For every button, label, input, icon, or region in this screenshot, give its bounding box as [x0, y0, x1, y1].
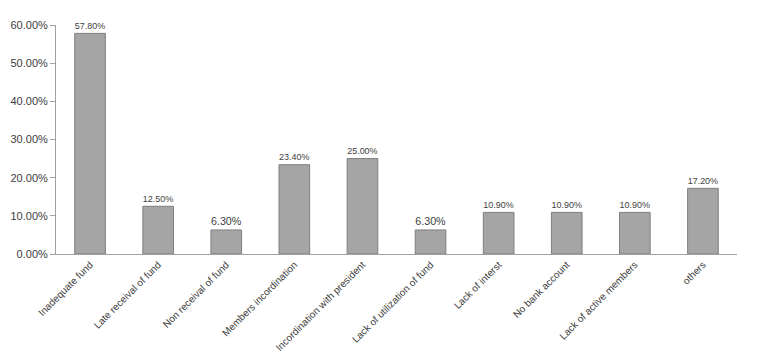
svg-text:Lack of active members: Lack of active members [557, 259, 639, 341]
svg-text:No bank account: No bank account [511, 259, 572, 320]
svg-text:10.90%: 10.90% [620, 200, 650, 210]
svg-text:12.50%: 12.50% [143, 194, 173, 204]
svg-text:20.00%: 20.00% [10, 172, 48, 184]
svg-text:30.00%: 30.00% [10, 133, 48, 145]
svg-text:Incordination with president: Incordination with president [274, 259, 368, 353]
svg-text:40.00%: 40.00% [10, 95, 48, 107]
svg-text:others: others [680, 259, 707, 286]
svg-text:6.30%: 6.30% [415, 215, 446, 227]
svg-text:Late receival of fund: Late receival of fund [92, 259, 163, 330]
svg-text:Non receival of fund: Non receival of fund [161, 259, 232, 330]
svg-text:10.90%: 10.90% [483, 200, 513, 210]
svg-text:Inadequate fund: Inadequate fund [36, 259, 95, 318]
svg-text:25.00%: 25.00% [347, 146, 377, 156]
svg-text:Members incordination: Members incordination [220, 259, 299, 338]
svg-text:6.30%: 6.30% [211, 215, 242, 227]
svg-text:Lack of utilization of fund: Lack of utilization of fund [350, 259, 436, 345]
svg-text:23.40%: 23.40% [279, 152, 309, 162]
svg-text:10.90%: 10.90% [551, 200, 581, 210]
svg-text:50.00%: 50.00% [10, 57, 48, 69]
svg-text:57.80%: 57.80% [75, 21, 105, 31]
svg-text:60.00%: 60.00% [10, 19, 48, 31]
svg-text:10.00%: 10.00% [10, 210, 48, 222]
svg-text:0.00%: 0.00% [17, 248, 48, 260]
svg-text:17.20%: 17.20% [688, 176, 718, 186]
svg-text:Lack of interst: Lack of interst [452, 259, 504, 311]
